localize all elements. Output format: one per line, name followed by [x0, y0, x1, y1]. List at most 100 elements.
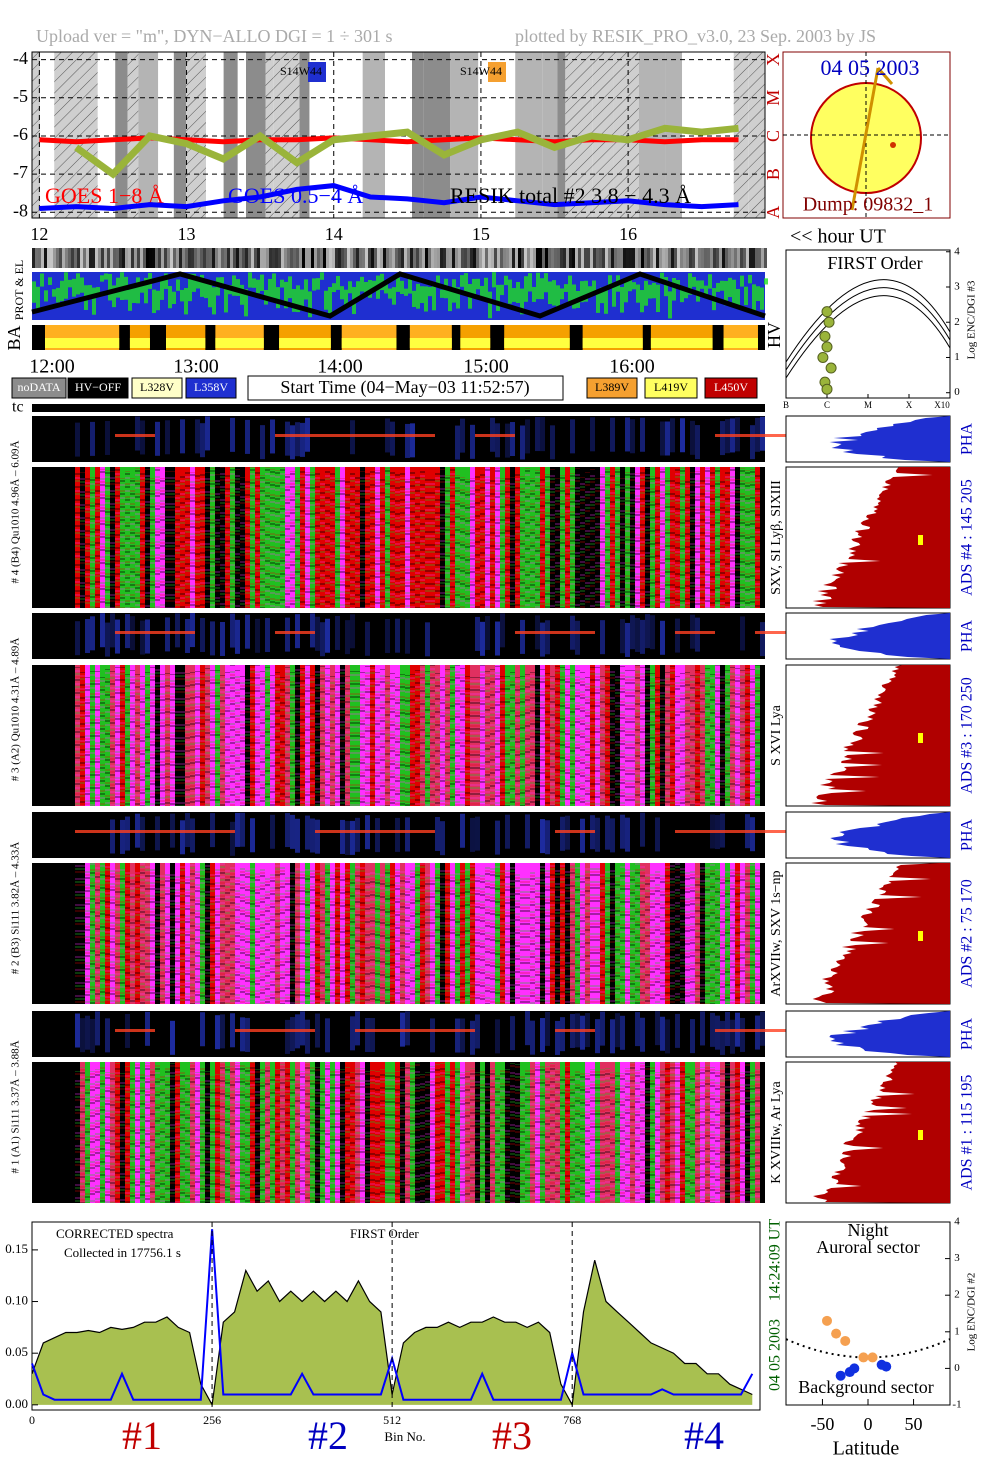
- spectrogram-texture: [675, 1062, 680, 1203]
- spectrogram-texture: [295, 478, 300, 619]
- spectrogram-texture: [415, 475, 420, 616]
- spectrogram-texture: [300, 1071, 305, 1212]
- pha-cell: [210, 621, 215, 656]
- pha-cell: [460, 418, 465, 453]
- strip-cell: [620, 248, 623, 268]
- strip-cell: [536, 272, 540, 300]
- x-axis-label: Bin No.: [384, 1429, 425, 1444]
- y-tick-label: -4: [13, 48, 28, 68]
- pha-line: [755, 631, 795, 634]
- strip-cell: [461, 248, 464, 268]
- strip-cell: [149, 248, 152, 268]
- spectrogram-texture: [670, 666, 675, 807]
- spectrogram-texture: [305, 1062, 310, 1203]
- legend-swatch: [185, 377, 237, 399]
- spectrogram-texture: [455, 665, 460, 806]
- strip-cell: [764, 278, 768, 285]
- strip-cell: [572, 284, 576, 309]
- pha-cell: [80, 1018, 85, 1053]
- strip-cell: [520, 288, 524, 315]
- spectrogram-texture: [690, 675, 695, 816]
- strip-cell: [524, 276, 528, 302]
- spectrogram-texture: [145, 672, 150, 813]
- spectrogram-texture: [490, 669, 495, 810]
- spectrogram-texture: [625, 1068, 630, 1209]
- strip-cell: [600, 287, 604, 304]
- pha-cell: [220, 1014, 225, 1049]
- spectrogram-texture: [495, 866, 500, 1007]
- spectrogram-texture: [130, 670, 135, 811]
- pha-cell: [740, 1017, 745, 1052]
- spectrogram-texture: [635, 473, 640, 614]
- spectrogram-texture: [75, 471, 80, 612]
- pha-cell: [610, 417, 615, 452]
- pha-cell: [475, 1014, 480, 1049]
- spectrogram-texture: [625, 866, 630, 1007]
- strip-cell: [242, 248, 245, 268]
- profile: [813, 1062, 950, 1203]
- pha-cell: [440, 821, 445, 856]
- spectrogram-texture: [505, 1069, 510, 1210]
- spectrogram-texture: [580, 672, 585, 813]
- spectrogram-texture: [235, 670, 240, 811]
- spectrogram-texture: [435, 868, 440, 1009]
- spectrogram-texture: [615, 875, 620, 1016]
- strip-cell: [278, 248, 281, 268]
- strip-cell: [284, 248, 287, 268]
- pha-cell: [700, 1011, 705, 1046]
- strip-cell: [659, 248, 662, 268]
- legend-swatch: [131, 377, 183, 399]
- spectrogram-texture: [585, 472, 590, 613]
- spectrogram-texture: [730, 467, 735, 608]
- pha-cell: [405, 423, 410, 458]
- strip-cell: [440, 289, 444, 298]
- spectrogram-texture: [275, 865, 280, 1006]
- spectrogram-texture: [715, 468, 720, 609]
- strip-cell: [184, 288, 188, 315]
- strip-cell: [32, 248, 35, 268]
- spectrogram-texture: [530, 1068, 535, 1209]
- spectrogram-texture: [735, 871, 740, 1012]
- strip-cell: [293, 248, 296, 268]
- strip-cell: [119, 248, 122, 268]
- strip-cell: [720, 280, 724, 291]
- spectrogram-texture: [125, 872, 130, 1013]
- spectrogram-texture: [640, 1063, 645, 1204]
- spectrogram-texture: [150, 478, 155, 619]
- spectrogram-texture: [525, 674, 530, 815]
- spectrogram-texture: [565, 871, 570, 1012]
- spectrogram-texture: [600, 474, 605, 615]
- line-label: K XVIIIw, Ar Lya: [769, 1080, 784, 1183]
- spectrogram-texture: [430, 665, 435, 806]
- tc-strip: [32, 404, 765, 412]
- spectrogram-texture: [500, 478, 505, 619]
- spectrogram-texture: [155, 467, 160, 608]
- pha-cell: [485, 616, 490, 651]
- pha-line: [115, 434, 155, 437]
- strip-cell: [96, 287, 100, 296]
- pha-cell: [215, 1015, 220, 1050]
- spectrogram-texture: [190, 672, 195, 813]
- pha-cell: [305, 1019, 310, 1054]
- spectrogram-texture: [700, 478, 705, 619]
- plot-frame: [785, 1221, 951, 1406]
- spectrogram-texture: [325, 863, 330, 1004]
- pha-cell: [305, 815, 310, 850]
- strip-cell: [388, 288, 392, 299]
- spectrogram-texture: [280, 677, 285, 818]
- pha-cell: [750, 425, 755, 460]
- background-stripe: [32, 52, 41, 218]
- spectrogram-texture: [360, 672, 365, 813]
- pha-cell: [545, 820, 550, 855]
- spectrogram-texture: [130, 478, 135, 619]
- spectrogram-texture: [635, 1070, 640, 1211]
- strip-cell: [239, 248, 242, 268]
- spectrogram-texture: [80, 1067, 85, 1208]
- spectrogram-texture: [300, 668, 305, 809]
- y-tick-label: 0: [954, 1362, 960, 1374]
- spectrogram-texture: [240, 865, 245, 1006]
- strip-cell: [564, 284, 568, 292]
- pha-cell: [405, 817, 410, 852]
- strip-cell: [662, 248, 665, 268]
- spectrogram-texture: [710, 674, 715, 815]
